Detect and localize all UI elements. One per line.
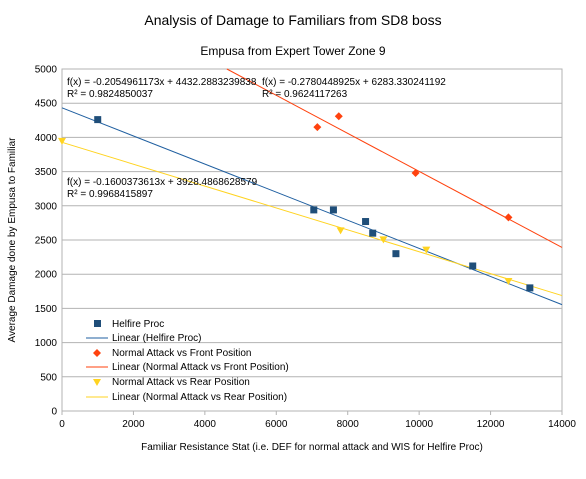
y-tick-label: 3000	[35, 201, 58, 212]
front-r2: R² = 0.9624117263	[262, 89, 348, 100]
legend-front-marker	[93, 349, 101, 357]
y-tick-label: 5000	[35, 65, 58, 76]
front-equation: f(x) = -0.2780448925x + 6283.330241192	[262, 77, 446, 88]
x-tick-label: 6000	[265, 419, 288, 430]
legend-front-trend-label: Linear (Normal Attack vs Front Position)	[112, 362, 289, 373]
grid	[62, 68, 562, 412]
x-tick-label: 12000	[477, 419, 505, 430]
rear-point-1	[336, 227, 345, 235]
rear-point-3	[422, 246, 431, 254]
helfire-point-4	[369, 229, 377, 237]
rear-equation: f(x) = -0.1600373613x + 3928.4868628579	[67, 177, 258, 188]
y-tick-label: 2000	[35, 270, 58, 281]
legend-helfire-label: Helfire Proc	[112, 319, 164, 330]
legend-rear-label: Normal Attack vs Rear Position	[112, 377, 250, 388]
legend-rear-marker	[93, 379, 101, 386]
helfire-trendline	[61, 107, 563, 306]
x-tick-label: 0	[59, 419, 65, 430]
rear-trendline	[61, 141, 563, 297]
helfire-point-7	[526, 284, 534, 292]
x-tick-label: 4000	[194, 419, 217, 430]
y-tick-label: 500	[40, 372, 57, 383]
rear-point-4	[504, 278, 513, 286]
x-tick-label: 2000	[122, 419, 145, 430]
helfire-r2: R² = 0.9824850037	[67, 89, 153, 100]
data-points	[58, 112, 534, 292]
y-tick-label: 4500	[35, 99, 58, 110]
y-tick-label: 1500	[35, 304, 58, 315]
x-tick-label: 8000	[337, 419, 360, 430]
legend-helfire-trend-label: Linear (Helfire Proc)	[112, 333, 201, 344]
chart-title: Analysis of Damage to Familiars from SD8…	[144, 12, 441, 28]
x-axis-ticks: 0 2000 4000 6000 8000 10000 12000 14000	[59, 411, 576, 430]
x-axis-label: Familiar Resistance Stat (i.e. DEF for n…	[141, 442, 483, 453]
front-point-3	[504, 213, 513, 222]
legend-front-label: Normal Attack vs Front Position	[112, 348, 252, 359]
legend-rear-trend-label: Linear (Normal Attack vs Rear Position)	[112, 392, 287, 403]
helfire-point-6	[469, 262, 477, 270]
front-point-1	[334, 112, 343, 121]
helfire-point-5	[392, 250, 400, 258]
rear-point-0	[58, 137, 66, 145]
chart-subtitle: Empusa from Expert Tower Zone 9	[200, 44, 386, 58]
y-tick-label: 0	[51, 407, 57, 418]
helfire-point-0	[94, 116, 102, 124]
y-tick-label: 2500	[35, 236, 58, 247]
helfire-equation: f(x) = -0.2054961173x + 4432.2883239838	[67, 77, 257, 88]
helfire-point-2	[329, 206, 337, 214]
legend-helfire-marker	[94, 320, 101, 327]
y-axis-label: Average Damage done by Empusa to Familia…	[7, 137, 18, 343]
helfire-point-1	[310, 206, 318, 214]
rear-point-2	[379, 236, 388, 244]
x-tick-label: 10000	[405, 419, 433, 430]
y-axis-ticks: 0 500 1000 1500 2000 2500 3000 3500 4000 4500 5000	[35, 65, 58, 418]
y-tick-label: 3500	[35, 167, 58, 178]
rear-r2: R² = 0.9968415897	[67, 189, 153, 200]
front-point-0	[313, 123, 322, 132]
legend: Helfire Proc Linear (Helfire Proc) Norma…	[86, 319, 289, 403]
helfire-point-3	[362, 218, 370, 226]
front-point-2	[411, 168, 420, 177]
plot-area	[61, 68, 563, 412]
y-tick-label: 4000	[35, 133, 58, 144]
x-tick-label: 14000	[548, 419, 576, 430]
y-tick-label: 1000	[35, 338, 58, 349]
